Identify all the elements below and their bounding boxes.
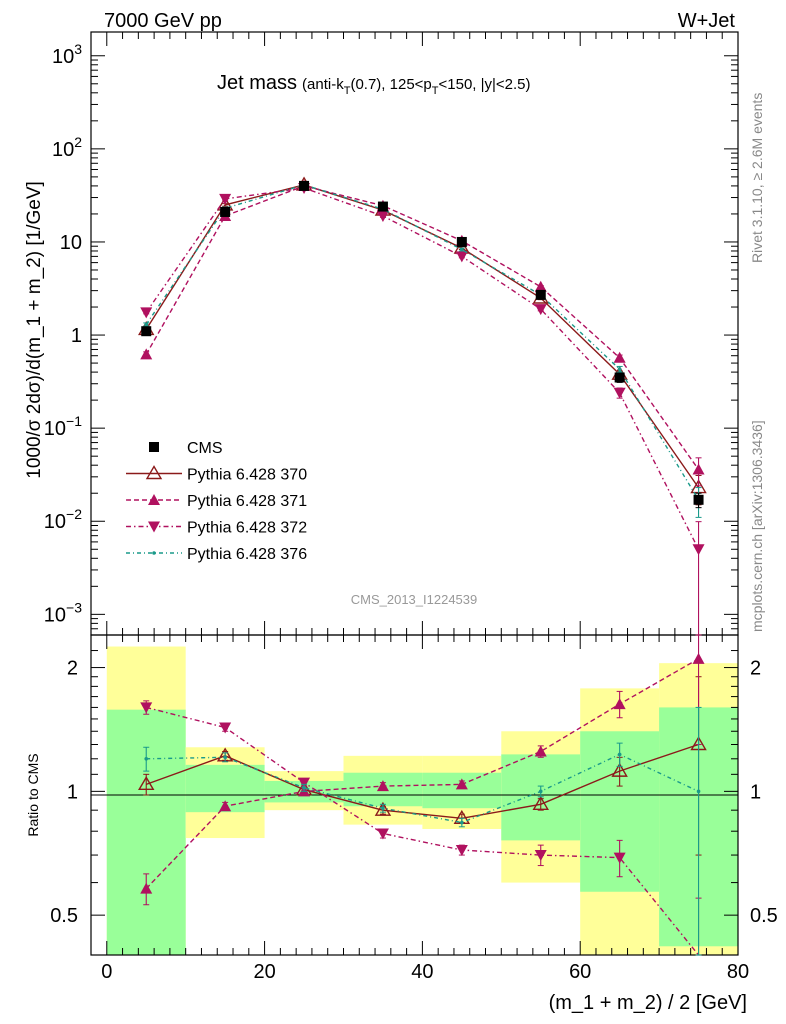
main-y-axis-title: 1000/σ 2dσ)/d(m_1 + m_2) [1/GeV] bbox=[24, 181, 45, 479]
ratio-y-tick-label: 2 bbox=[67, 658, 78, 680]
ratio-point-p371 bbox=[455, 778, 468, 790]
x-tick-label: 0 bbox=[101, 961, 112, 983]
main-y-tick-label: 10−1 bbox=[44, 413, 82, 440]
main-series bbox=[138, 176, 707, 636]
x-tick-label: 40 bbox=[411, 961, 433, 983]
ratio-point-p371 bbox=[534, 745, 547, 757]
legend-marker-p372 bbox=[148, 521, 160, 533]
main-point-p376 bbox=[144, 322, 149, 327]
main-point-p372 bbox=[613, 387, 626, 399]
legend: CMS Pythia 6.428 370 Pythia 6.428 371 Pythi… bbox=[126, 440, 307, 563]
main-line-p371 bbox=[145, 185, 700, 470]
main-line-p372 bbox=[145, 187, 700, 550]
band-inner-0 bbox=[106, 709, 186, 955]
main-point-p372 bbox=[376, 211, 389, 223]
ratio-line-p371 bbox=[145, 658, 699, 890]
ratio-point-p372 bbox=[376, 828, 389, 840]
main-point-p376 bbox=[617, 367, 622, 371]
ratio-point-p376 bbox=[538, 789, 543, 794]
main-point-p371 bbox=[613, 351, 626, 363]
main-y-tick-label: 1 bbox=[71, 325, 82, 347]
main-y-tick-label: 10 bbox=[60, 232, 82, 254]
main-point-p371 bbox=[534, 280, 547, 292]
ratio-point-p371 bbox=[219, 800, 232, 812]
ratio-point-p371 bbox=[376, 780, 389, 792]
ratio-y-tick-label: 0.5 bbox=[50, 905, 78, 927]
ratio-y-tick-label-right: 2 bbox=[750, 658, 761, 680]
main-line-p370 bbox=[145, 184, 700, 488]
ratio-point-p372 bbox=[219, 722, 232, 734]
legend-marker-p370 bbox=[145, 465, 163, 480]
ratio-point-p376 bbox=[696, 789, 701, 794]
ratio-point-p376 bbox=[381, 806, 385, 810]
ratio-y-tick-label-right: 1 bbox=[750, 781, 761, 803]
main-point-p371 bbox=[692, 463, 705, 475]
legend-label-p371: Pythia 6.428 371 bbox=[187, 493, 307, 510]
legend-label-data: CMS bbox=[187, 440, 223, 457]
header-left: 7000 GeV pp bbox=[104, 10, 222, 32]
main-y-tick-label: 10−3 bbox=[44, 599, 82, 626]
legend-label-p370: Pythia 6.428 370 bbox=[187, 467, 307, 484]
ratio-y-tick-label: 1 bbox=[67, 781, 78, 803]
ratio-point-p370 bbox=[374, 801, 392, 816]
main-point-data bbox=[614, 372, 625, 383]
ratio-line-p370 bbox=[145, 743, 699, 820]
band-inner-4 bbox=[422, 772, 502, 809]
ratio-point-p371 bbox=[692, 652, 705, 664]
main-point-p371 bbox=[140, 348, 153, 360]
x-tick-label: 20 bbox=[253, 961, 275, 983]
main-y-tick-label: 10−2 bbox=[44, 506, 82, 533]
mcplots-label: mcplots.cern.ch [arXiv:1306.3436] bbox=[749, 420, 765, 632]
main-point-p372 bbox=[219, 193, 232, 205]
ratio-point-p376 bbox=[223, 755, 227, 760]
main-plot-frame bbox=[90, 31, 739, 636]
x-tick-label: 60 bbox=[569, 961, 591, 983]
legend-marker-data bbox=[149, 442, 159, 452]
ratio-point-p372 bbox=[613, 852, 626, 864]
main-point-data bbox=[299, 180, 310, 191]
main-point-p372 bbox=[534, 304, 547, 316]
ratio-uncertainty-bands bbox=[106, 646, 738, 955]
analysis-watermark: CMS_2013_I1224539 bbox=[351, 592, 478, 607]
ratio-point-p376 bbox=[460, 820, 464, 825]
ratio-point-p376 bbox=[302, 786, 306, 790]
ratio-point-p372 bbox=[455, 845, 468, 857]
main-point-p372 bbox=[455, 251, 468, 263]
ratio-point-p376 bbox=[617, 752, 622, 757]
legend-label-p376: Pythia 6.428 376 bbox=[187, 546, 307, 563]
main-y-tick-label: 103 bbox=[52, 41, 82, 68]
ratio-point-p372 bbox=[534, 850, 547, 862]
main-point-data bbox=[220, 206, 231, 217]
main-y-tick-label: 102 bbox=[52, 134, 82, 161]
ratio-point-p370 bbox=[138, 775, 155, 791]
main-line-p376 bbox=[145, 184, 700, 501]
ratio-point-p376 bbox=[144, 756, 149, 761]
main-point-data bbox=[535, 289, 546, 300]
rivet-version-label: Rivet 3.1.10, ≥ 2.6M events bbox=[749, 93, 765, 263]
main-point-data bbox=[456, 236, 467, 247]
main-point-p372 bbox=[140, 307, 153, 319]
x-tick-label: 80 bbox=[727, 961, 749, 983]
main-point-p372 bbox=[692, 544, 705, 556]
main-point-p376 bbox=[460, 247, 464, 252]
main-point-data bbox=[141, 326, 152, 337]
legend-marker-p376 bbox=[152, 551, 156, 555]
legend-marker-p371 bbox=[148, 494, 160, 505]
ratio-point-p370 bbox=[532, 795, 549, 811]
ratio-point-p371 bbox=[140, 882, 153, 894]
main-point-data bbox=[377, 201, 388, 212]
ratio-point-p370 bbox=[611, 762, 628, 777]
ratio-point-p372 bbox=[140, 702, 153, 714]
ratio-y-tick-label-right: 0.5 bbox=[750, 905, 778, 927]
plot-title: Jet mass (anti-kT(0.7), 125<pT<150, |y|<2… bbox=[217, 72, 531, 97]
ratio-y-axis-title: Ratio to CMS bbox=[25, 753, 41, 836]
main-point-data bbox=[693, 494, 704, 505]
header-right: W+Jet bbox=[678, 10, 736, 32]
legend-label-p372: Pythia 6.428 372 bbox=[187, 520, 307, 537]
ratio-series bbox=[138, 634, 707, 956]
ratio-point-p371 bbox=[613, 698, 626, 710]
x-axis-title: (m_1 + m_2) / 2 [GeV] bbox=[549, 992, 747, 1014]
ratio-point-p372 bbox=[298, 777, 311, 789]
